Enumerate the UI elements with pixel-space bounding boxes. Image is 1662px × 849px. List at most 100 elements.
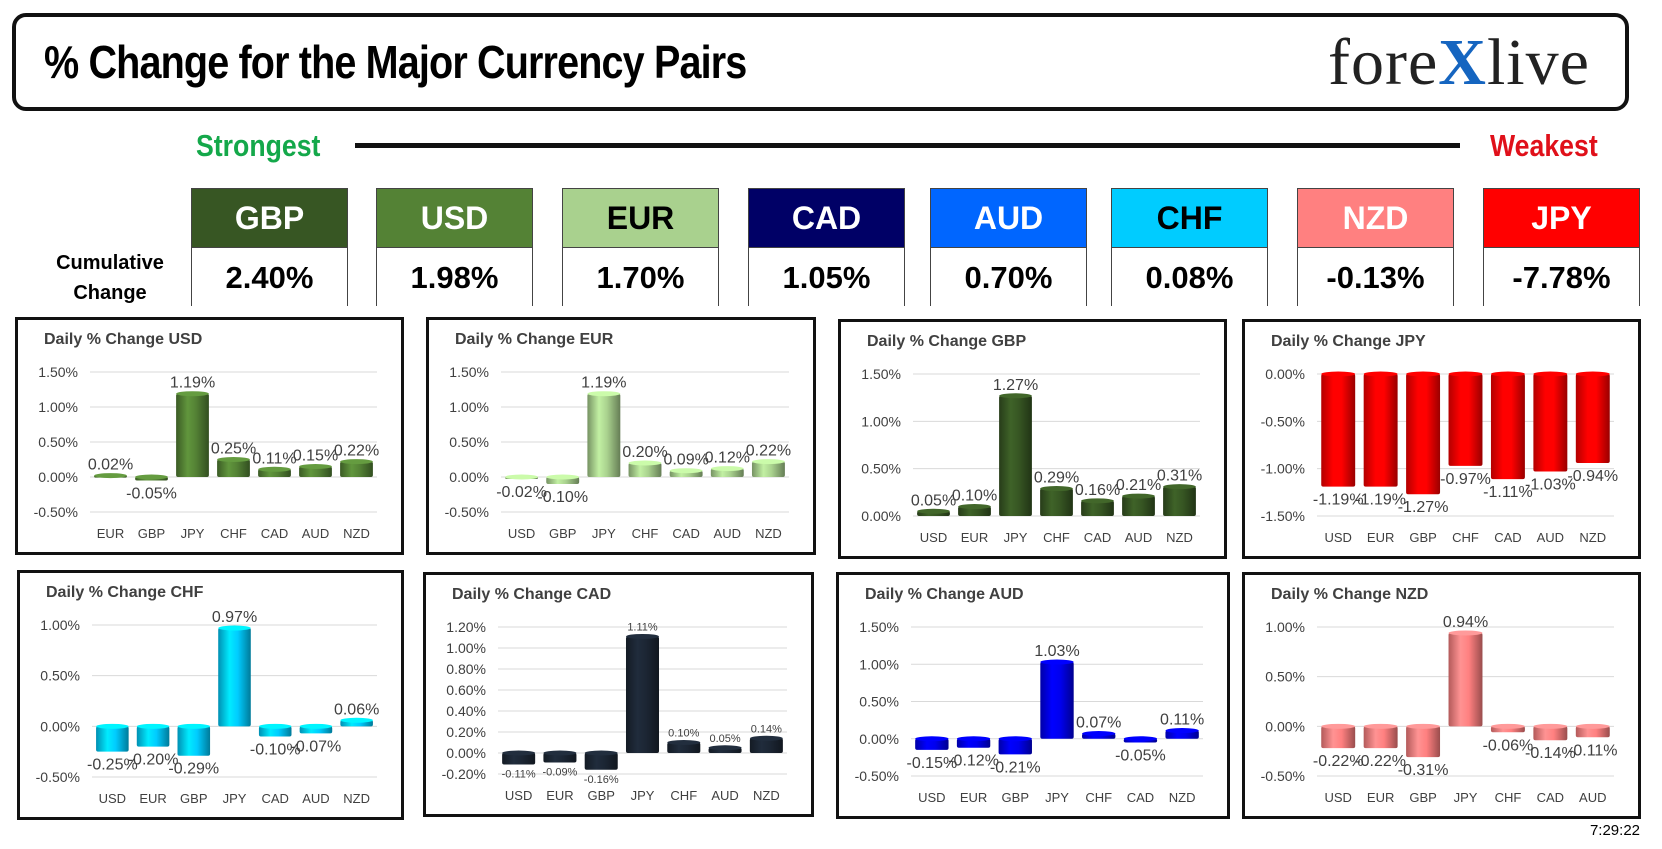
bar-cap xyxy=(502,750,536,756)
y-tick-label: 0.50% xyxy=(38,434,78,450)
y-tick-label: 0.50% xyxy=(40,668,80,684)
strongest-label: Strongest xyxy=(196,128,321,163)
cumulative-change-label: Cumulative Change xyxy=(40,248,180,308)
chart-panel-aud: Daily % Change AUD 1.50% 1.00% 0.50% 0.00% -0… xyxy=(836,572,1230,819)
data-label: -0.22% xyxy=(1355,753,1406,770)
data-label: -1.11% xyxy=(1483,484,1533,501)
data-label: 0.97% xyxy=(212,609,257,626)
bar-cap xyxy=(299,723,333,729)
x-category-label: USD xyxy=(918,790,945,805)
bar-cap xyxy=(1448,371,1483,377)
currency-card-nzd: NZD -0.13% xyxy=(1297,188,1454,307)
x-category-label: NZD xyxy=(1579,530,1606,545)
bar-cap xyxy=(258,466,291,472)
x-category-label: AUD xyxy=(1537,530,1564,545)
bar-cap xyxy=(1448,630,1483,636)
bar-aud xyxy=(299,466,332,477)
bar-cap xyxy=(1082,731,1116,737)
y-tick-label: 1.50% xyxy=(859,619,899,635)
currency-card-cad: CAD 1.05% xyxy=(748,188,905,307)
x-category-label: USD xyxy=(1324,530,1351,545)
x-category-label: CAD xyxy=(1127,790,1154,805)
bar-cad xyxy=(258,726,292,737)
data-label: -0.05% xyxy=(1115,747,1166,764)
bar-cap xyxy=(94,473,127,479)
y-tick-label: 0.00% xyxy=(859,731,899,747)
bar-nzd xyxy=(751,461,785,477)
bar-cap xyxy=(1533,371,1568,377)
x-category-label: USD xyxy=(505,788,532,803)
bar-jpy xyxy=(1448,632,1483,727)
bar-cap xyxy=(546,474,580,480)
data-label: 1.03% xyxy=(1034,643,1079,660)
chart-panel-jpy: Daily % Change JPY 0.00% -0.50% -1.00% -1.50… xyxy=(1242,319,1641,559)
bar-cap xyxy=(998,736,1032,742)
bar-usd xyxy=(1321,374,1356,487)
bar-usd xyxy=(502,753,536,765)
bar-cap xyxy=(1040,659,1074,665)
currency-card-aud: AUD 0.70% xyxy=(930,188,1087,307)
bar-gbp xyxy=(1406,374,1441,495)
bar-nzd xyxy=(340,461,373,477)
logo-text-post: live xyxy=(1486,26,1590,99)
page-title: % Change for the Major Currency Pairs xyxy=(44,36,747,88)
data-label: 1.19% xyxy=(170,375,215,392)
x-category-label: NZD xyxy=(1166,530,1193,545)
x-category-label: NZD xyxy=(1169,790,1196,805)
bar-cap xyxy=(710,466,744,472)
bar-cap xyxy=(505,474,539,480)
bar-cap xyxy=(1040,486,1073,492)
bar-cap xyxy=(584,750,618,756)
x-category-label: AUD xyxy=(1579,790,1606,805)
chart-title: Daily % Change CAD xyxy=(452,586,611,603)
data-label: -0.15% xyxy=(907,755,958,772)
chart-title: Daily % Change EUR xyxy=(455,331,614,348)
data-label: 1.11% xyxy=(627,621,658,633)
bar-cad xyxy=(1490,374,1525,480)
bar-cap xyxy=(1406,371,1441,377)
y-tick-label: 0.00% xyxy=(446,745,486,761)
data-label: -0.11% xyxy=(1568,742,1618,759)
cumulative-label-line1: Cumulative xyxy=(56,252,164,274)
x-category-label: CHF xyxy=(1495,790,1522,805)
chart-title: Daily % Change JPY xyxy=(1271,333,1426,350)
y-tick-label: 1.00% xyxy=(859,656,899,672)
bar-cap xyxy=(708,745,742,751)
y-tick-label: -1.50% xyxy=(1261,508,1305,524)
bar-cap xyxy=(999,393,1032,399)
x-category-label: AUD xyxy=(302,791,329,806)
bar-cap xyxy=(915,736,949,742)
bar-cap xyxy=(1363,371,1398,377)
bar-aud xyxy=(1122,496,1155,516)
y-tick-label: 0.00% xyxy=(38,469,78,485)
daily-change-chart: Daily % Change CAD 1.20% 1.00% 0.80% 0.60% 0.… xyxy=(442,586,787,803)
data-label: 0.11% xyxy=(1160,712,1204,729)
daily-change-chart: Daily % Change GBP 1.50% 1.00% 0.50% 0.00% 0.… xyxy=(861,333,1202,545)
chart-title: Daily % Change NZD xyxy=(1271,586,1428,603)
data-label: -0.94% xyxy=(1567,468,1618,485)
y-tick-label: -0.50% xyxy=(34,504,78,520)
currency-card-eur: EUR 1.70% xyxy=(562,188,719,307)
x-category-label: USD xyxy=(99,791,126,806)
daily-change-chart: Daily % Change JPY 0.00% -0.50% -1.00% -1.50… xyxy=(1261,333,1618,545)
data-label: 0.07% xyxy=(1076,715,1121,732)
bar-cap xyxy=(1123,736,1158,742)
x-category-label: GBP xyxy=(549,526,576,541)
bar-cap xyxy=(176,391,209,397)
x-category-label: CHF xyxy=(220,526,247,541)
data-label: 0.22% xyxy=(334,443,379,460)
x-category-label: CHF xyxy=(1452,530,1479,545)
data-label: 0.21% xyxy=(1116,477,1161,494)
bar-cap xyxy=(917,508,950,514)
x-category-label: GBP xyxy=(1409,790,1436,805)
data-label: -0.22% xyxy=(1313,753,1364,770)
bar-cap xyxy=(751,459,785,465)
data-label: -0.02% xyxy=(496,484,547,501)
x-category-label: CHF xyxy=(1043,530,1070,545)
data-label: 0.20% xyxy=(622,444,667,461)
chart-title: Daily % Change USD xyxy=(44,331,202,348)
bar-eur xyxy=(958,506,991,516)
bar-eur xyxy=(1363,374,1398,487)
data-label: 0.09% xyxy=(663,452,708,469)
strength-scale-line xyxy=(355,143,1460,148)
